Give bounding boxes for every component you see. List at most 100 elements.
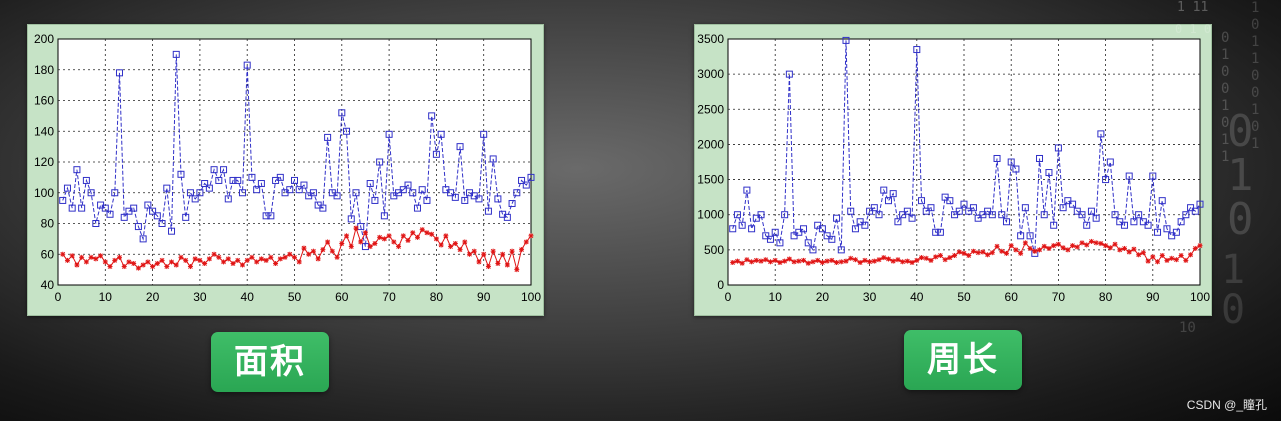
star-marker bbox=[296, 259, 302, 265]
square-marker bbox=[733, 211, 741, 219]
star-marker bbox=[353, 225, 359, 231]
x-tick-label: 90 bbox=[1146, 290, 1160, 304]
square-marker bbox=[1163, 225, 1171, 233]
square-marker bbox=[243, 61, 251, 69]
star-marker bbox=[433, 236, 439, 242]
square-marker bbox=[343, 127, 351, 135]
star-marker bbox=[154, 260, 160, 266]
star-marker bbox=[391, 239, 397, 245]
square-marker bbox=[177, 170, 185, 178]
square-marker bbox=[300, 181, 308, 189]
star-marker bbox=[424, 230, 430, 236]
star-marker bbox=[904, 258, 910, 264]
square-marker bbox=[423, 196, 431, 204]
square-marker bbox=[513, 189, 521, 197]
x-tick-label: 60 bbox=[335, 290, 349, 304]
square-marker bbox=[1017, 232, 1025, 240]
square-marker bbox=[432, 150, 440, 158]
star-marker bbox=[942, 257, 948, 263]
square-marker bbox=[1168, 232, 1176, 240]
square-marker bbox=[149, 207, 157, 215]
square-marker bbox=[1172, 228, 1180, 236]
star-marker bbox=[202, 260, 208, 266]
square-marker bbox=[814, 221, 822, 229]
square-marker bbox=[413, 204, 421, 212]
square-marker bbox=[494, 195, 502, 203]
star-marker bbox=[519, 247, 525, 253]
star-marker bbox=[1155, 259, 1161, 265]
star-marker bbox=[339, 240, 345, 246]
square-marker bbox=[1130, 218, 1138, 226]
square-marker bbox=[480, 130, 488, 138]
star-marker bbox=[952, 252, 958, 258]
star-marker bbox=[88, 254, 94, 260]
square-marker bbox=[771, 228, 779, 236]
star-marker bbox=[857, 260, 863, 266]
star-marker bbox=[1027, 245, 1033, 251]
star-marker bbox=[320, 247, 326, 253]
square-marker bbox=[1092, 214, 1100, 222]
square-marker bbox=[866, 207, 874, 215]
star-marker bbox=[452, 240, 458, 246]
star-marker bbox=[126, 259, 132, 265]
star-marker bbox=[994, 243, 1000, 249]
star-marker bbox=[348, 244, 354, 250]
square-marker bbox=[333, 192, 341, 200]
square-marker bbox=[743, 186, 751, 194]
square-marker bbox=[82, 176, 90, 184]
square-marker bbox=[1083, 221, 1091, 229]
square-marker bbox=[447, 189, 455, 197]
star-marker bbox=[1112, 241, 1118, 247]
star-marker bbox=[1022, 240, 1028, 246]
square-marker bbox=[800, 225, 808, 233]
star-marker bbox=[1159, 252, 1165, 258]
area-caption-button[interactable]: 面积 bbox=[211, 332, 329, 392]
star-marker bbox=[509, 248, 515, 254]
square-marker bbox=[428, 112, 436, 120]
y-tick-label: 160 bbox=[34, 94, 54, 108]
square-marker bbox=[988, 211, 996, 219]
star-marker bbox=[819, 260, 825, 266]
square-marker bbox=[153, 212, 161, 220]
star-marker bbox=[1131, 246, 1137, 252]
x-tick-label: 100 bbox=[521, 290, 541, 304]
star-marker bbox=[485, 264, 491, 270]
star-marker bbox=[881, 255, 887, 261]
star-marker bbox=[410, 230, 416, 236]
x-tick-label: 80 bbox=[1099, 290, 1113, 304]
star-marker bbox=[782, 258, 788, 264]
square-marker bbox=[366, 180, 374, 188]
star-marker bbox=[1070, 243, 1076, 249]
star-marker bbox=[734, 258, 740, 264]
square-marker bbox=[851, 225, 859, 233]
star-marker bbox=[273, 260, 279, 266]
square-marker bbox=[965, 207, 973, 215]
square-marker bbox=[134, 223, 142, 231]
y-tick-label: 100 bbox=[34, 186, 54, 200]
star-marker bbox=[843, 258, 849, 264]
square-marker bbox=[163, 184, 171, 192]
square-marker bbox=[182, 213, 190, 221]
square-marker bbox=[1182, 211, 1190, 219]
square-marker bbox=[757, 211, 765, 219]
star-marker bbox=[1088, 238, 1094, 244]
star-marker bbox=[937, 252, 943, 258]
square-marker bbox=[738, 221, 746, 229]
square-marker bbox=[955, 207, 963, 215]
square-marker bbox=[371, 196, 379, 204]
star-marker bbox=[239, 262, 245, 268]
square-marker bbox=[276, 173, 284, 181]
star-marker bbox=[140, 262, 146, 268]
perimeter-caption-button[interactable]: 周长 bbox=[904, 330, 1022, 390]
star-marker bbox=[225, 256, 231, 262]
square-marker bbox=[144, 201, 152, 209]
square-marker bbox=[1177, 218, 1185, 226]
square-marker bbox=[253, 186, 261, 194]
square-marker bbox=[870, 204, 878, 212]
star-marker bbox=[772, 257, 778, 263]
square-marker bbox=[508, 200, 516, 208]
star-marker bbox=[829, 257, 835, 263]
square-marker bbox=[894, 218, 902, 226]
square-marker bbox=[951, 211, 959, 219]
x-tick-label: 80 bbox=[430, 290, 444, 304]
